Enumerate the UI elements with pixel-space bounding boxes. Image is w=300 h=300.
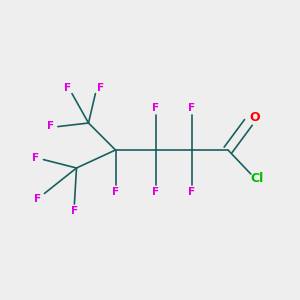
Text: F: F — [32, 153, 39, 164]
Text: F: F — [71, 206, 79, 216]
Text: F: F — [46, 121, 54, 131]
Text: F: F — [97, 83, 104, 93]
Text: O: O — [249, 111, 260, 124]
Text: F: F — [188, 103, 196, 113]
Text: F: F — [112, 187, 119, 197]
Text: Cl: Cl — [251, 172, 264, 185]
Text: F: F — [64, 82, 71, 93]
Text: F: F — [152, 103, 160, 113]
Text: F: F — [188, 187, 196, 197]
Text: F: F — [34, 194, 41, 204]
Text: F: F — [152, 187, 160, 197]
